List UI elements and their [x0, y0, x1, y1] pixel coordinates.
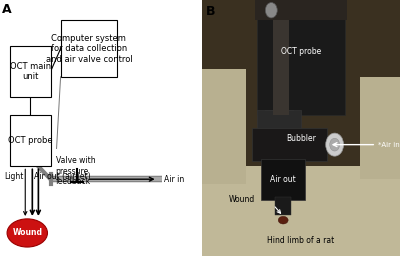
Bar [202, 0, 400, 179]
Text: OCT probe: OCT probe [281, 47, 321, 56]
Text: Air in: Air in [164, 175, 184, 184]
Text: OCT main
unit: OCT main unit [10, 62, 51, 81]
Text: Wound: Wound [228, 195, 255, 204]
Text: *Air in: *Air in [378, 142, 400, 148]
Bar [202, 166, 400, 256]
Bar [265, 110, 293, 148]
Bar [258, 110, 301, 128]
Ellipse shape [7, 219, 48, 247]
Text: Valve with
pressure
feedback: Valve with pressure feedback [56, 156, 95, 186]
Text: B: B [206, 5, 216, 18]
Text: Bubbler: Bubbler [286, 134, 316, 143]
Text: Light: Light [4, 172, 23, 180]
Bar [258, 0, 344, 115]
Text: Air out (air-jet): Air out (air-jet) [34, 172, 91, 180]
Text: Computer system
for data collection
and air valve control: Computer system for data collection and … [46, 34, 132, 63]
Text: OCT probe: OCT probe [8, 136, 53, 145]
Bar [275, 197, 291, 215]
Bar [273, 0, 289, 115]
Bar [202, 69, 246, 184]
Circle shape [265, 3, 277, 18]
Circle shape [326, 133, 344, 156]
Text: Hind limb of a rat: Hind limb of a rat [267, 236, 335, 245]
Text: Wound: Wound [12, 228, 42, 238]
Bar [61, 20, 117, 77]
Ellipse shape [278, 216, 288, 224]
Text: Air out: Air out [270, 175, 296, 184]
Bar [256, 0, 346, 20]
Bar [360, 77, 400, 179]
Bar [262, 159, 305, 200]
Circle shape [330, 138, 340, 151]
Bar [10, 46, 50, 97]
Text: A: A [2, 3, 12, 16]
Bar [252, 128, 327, 161]
Bar [10, 115, 50, 166]
